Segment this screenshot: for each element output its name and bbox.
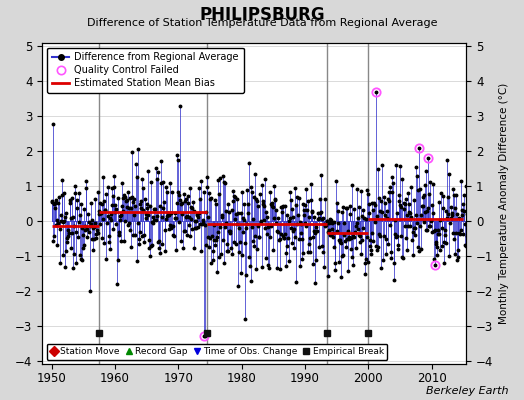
Text: Difference of Station Temperature Data from Regional Average: Difference of Station Temperature Data f… xyxy=(87,18,437,28)
Text: Berkeley Earth: Berkeley Earth xyxy=(426,386,508,396)
Y-axis label: Monthly Temperature Anomaly Difference (°C): Monthly Temperature Anomaly Difference (… xyxy=(499,83,509,324)
Text: PHILIPSBURG: PHILIPSBURG xyxy=(199,6,325,24)
Legend: Station Move, Record Gap, Time of Obs. Change, Empirical Break: Station Move, Record Gap, Time of Obs. C… xyxy=(47,344,387,360)
